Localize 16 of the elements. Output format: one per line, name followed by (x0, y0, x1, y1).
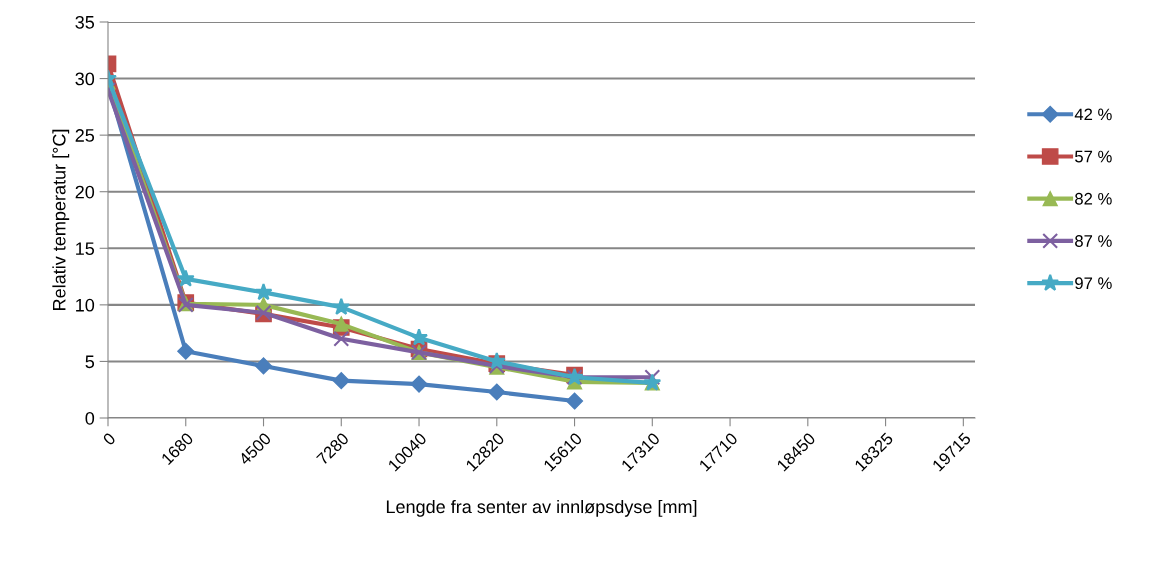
legend-label: 42 % (1074, 108, 1112, 121)
y-tick-label: 20 (75, 185, 95, 199)
x-axis-title: Lengde fra senter av innløpsdyse [mm] (386, 499, 697, 517)
legend-label: 57 % (1075, 150, 1112, 163)
y-tick-label: 35 (75, 15, 95, 29)
legend-label: 87 % (1075, 235, 1112, 247)
y-tick-label: 30 (75, 72, 95, 86)
y-tick-label: 15 (76, 242, 95, 256)
y-tick-label: 5 (85, 355, 95, 369)
y-tick-label: 0 (85, 411, 95, 425)
legend-label: 97 % (1075, 277, 1112, 290)
y-tick-label: 10 (76, 298, 95, 312)
y-tick-label: 25 (75, 129, 95, 142)
legend-label: 82 % (1075, 192, 1112, 205)
x-tick-label: 0 (102, 431, 117, 446)
y-axis-title: Relativ temperatur [°C] (52, 129, 70, 310)
